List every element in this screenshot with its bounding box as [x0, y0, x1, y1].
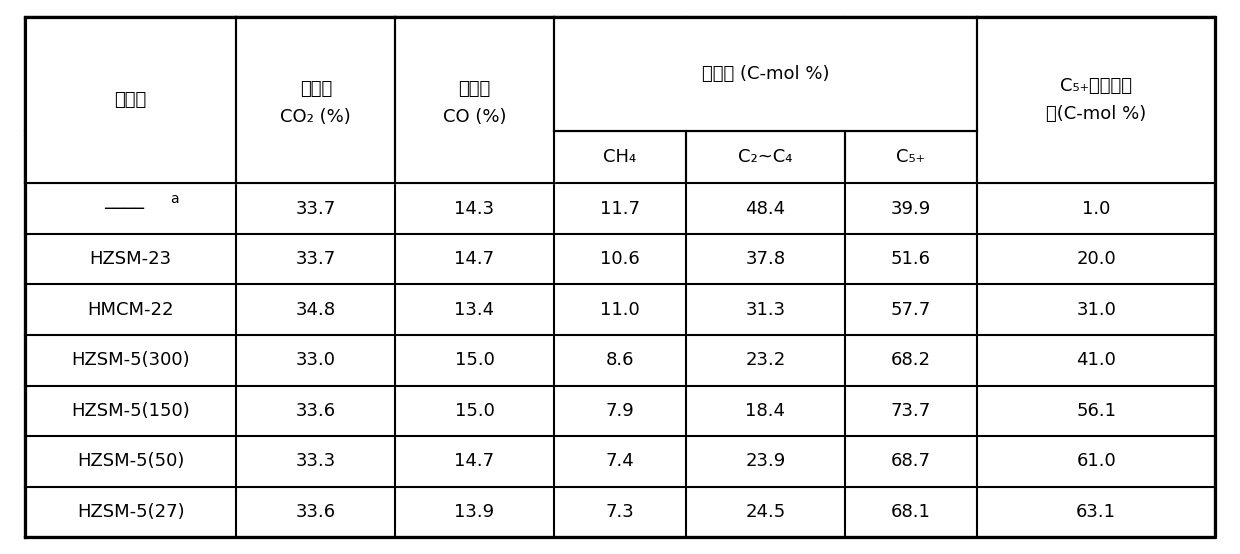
Text: 11.7: 11.7	[600, 199, 640, 218]
Text: 68.2: 68.2	[892, 351, 931, 370]
Text: 11.0: 11.0	[600, 301, 640, 319]
Text: 选择性: 选择性	[459, 80, 491, 98]
Text: 24.5: 24.5	[745, 503, 786, 521]
Text: 分子筛: 分子筛	[114, 91, 146, 109]
Text: C₂~C₄: C₂~C₄	[738, 148, 792, 166]
Text: HZSM-5(27): HZSM-5(27)	[77, 503, 185, 521]
Text: 31.3: 31.3	[745, 301, 786, 319]
Text: 73.7: 73.7	[890, 402, 931, 420]
Text: 61.0: 61.0	[1076, 453, 1116, 470]
Polygon shape	[977, 17, 1215, 183]
Text: 10.6: 10.6	[600, 250, 640, 268]
Text: 7.4: 7.4	[605, 453, 635, 470]
Text: HMCM-22: HMCM-22	[87, 301, 174, 319]
Text: ────: ────	[104, 199, 144, 218]
Text: 23.2: 23.2	[745, 351, 786, 370]
Text: CO (%): CO (%)	[443, 107, 506, 126]
Text: 33.6: 33.6	[295, 503, 336, 521]
Text: 41.0: 41.0	[1076, 351, 1116, 370]
Text: 量(C-mol %): 量(C-mol %)	[1047, 105, 1146, 123]
Text: 33.6: 33.6	[295, 402, 336, 420]
Text: 烃分布 (C-mol %): 烃分布 (C-mol %)	[702, 65, 830, 83]
Text: CH₄: CH₄	[604, 148, 636, 166]
Text: 48.4: 48.4	[745, 199, 786, 218]
Text: 63.1: 63.1	[1076, 503, 1116, 521]
Text: CO₂ (%): CO₂ (%)	[280, 107, 351, 126]
Text: 13.9: 13.9	[454, 503, 495, 521]
Text: 13.4: 13.4	[454, 301, 495, 319]
Text: C₅₊: C₅₊	[897, 148, 925, 166]
Text: 33.7: 33.7	[295, 250, 336, 268]
Text: 31.0: 31.0	[1076, 301, 1116, 319]
Text: 15.0: 15.0	[455, 402, 495, 420]
Text: 7.3: 7.3	[605, 503, 635, 521]
Text: 8.6: 8.6	[606, 351, 634, 370]
Text: HZSM-5(150): HZSM-5(150)	[71, 402, 190, 420]
Text: a: a	[170, 192, 179, 206]
Text: 57.7: 57.7	[890, 301, 931, 319]
Text: 37.8: 37.8	[745, 250, 786, 268]
Polygon shape	[237, 17, 396, 183]
Polygon shape	[554, 17, 977, 131]
Text: 33.7: 33.7	[295, 199, 336, 218]
Polygon shape	[396, 17, 554, 183]
Text: 68.7: 68.7	[892, 453, 931, 470]
Text: 18.4: 18.4	[745, 402, 785, 420]
Text: 15.0: 15.0	[455, 351, 495, 370]
Text: 14.7: 14.7	[454, 453, 495, 470]
Text: 51.6: 51.6	[892, 250, 931, 268]
Text: 34.8: 34.8	[295, 301, 336, 319]
Text: HZSM-5(300): HZSM-5(300)	[72, 351, 190, 370]
Text: 1.0: 1.0	[1083, 199, 1110, 218]
Text: 20.0: 20.0	[1076, 250, 1116, 268]
Polygon shape	[25, 17, 237, 183]
Text: HZSM-5(50): HZSM-5(50)	[77, 453, 185, 470]
Text: 14.7: 14.7	[454, 250, 495, 268]
Text: C₅₊中芳烃含: C₅₊中芳烃含	[1060, 77, 1132, 95]
Text: 68.1: 68.1	[892, 503, 931, 521]
Text: 14.3: 14.3	[454, 199, 495, 218]
Text: 7.9: 7.9	[605, 402, 635, 420]
Text: 33.3: 33.3	[295, 453, 336, 470]
Text: 39.9: 39.9	[890, 199, 931, 218]
Text: 转化率: 转化率	[300, 80, 332, 98]
Text: 23.9: 23.9	[745, 453, 786, 470]
Text: 33.0: 33.0	[296, 351, 336, 370]
Text: HZSM-23: HZSM-23	[89, 250, 171, 268]
Text: 56.1: 56.1	[1076, 402, 1116, 420]
